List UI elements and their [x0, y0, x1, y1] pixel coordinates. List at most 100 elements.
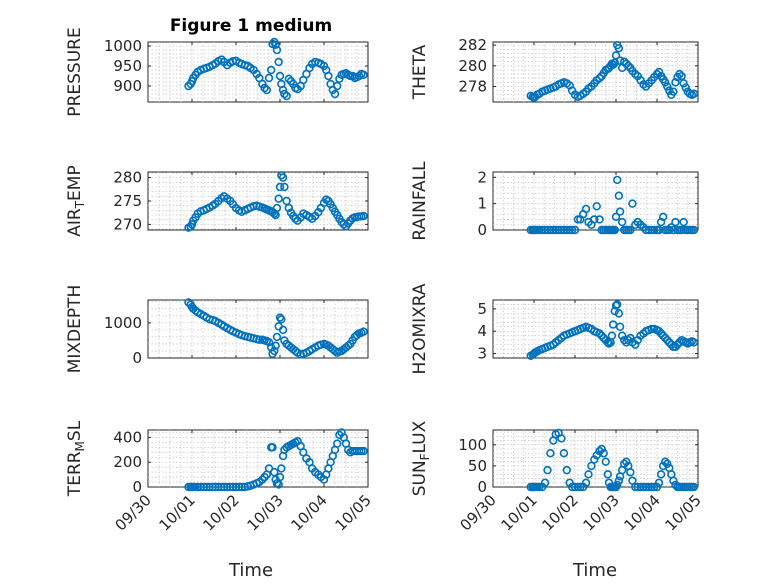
data-point [658, 212, 668, 222]
y-axis-label: PRESSURE [65, 27, 85, 116]
data-point [543, 465, 552, 475]
data-point [654, 67, 664, 77]
x-tick-label: 10/04 [288, 491, 331, 534]
data-point [319, 475, 329, 484]
data-point [187, 220, 197, 229]
data-point [628, 199, 637, 208]
data-point [359, 327, 368, 336]
y-tick-label: 200 [113, 453, 142, 471]
y-tick-label: 100 [458, 436, 487, 454]
data-point [689, 225, 699, 235]
data-point [274, 57, 283, 67]
y-tick-label: 270 [113, 215, 142, 233]
data-point [271, 341, 280, 350]
y-tick-label: 5 [477, 300, 487, 318]
data-point [619, 459, 629, 468]
data-point [665, 86, 674, 95]
data-point [663, 82, 672, 91]
data-point [562, 225, 571, 235]
data-point [226, 482, 235, 492]
data-point [597, 331, 606, 340]
y-tick-label: 278 [458, 77, 487, 95]
data-point [272, 45, 282, 55]
subplot-4: 0 1 2 RAINFALL [410, 161, 699, 241]
data-point [543, 225, 552, 235]
data-point [663, 459, 672, 468]
data-point [284, 203, 293, 213]
y-tick-label: 3 [477, 345, 487, 363]
data-point [656, 329, 666, 338]
data-point [615, 207, 625, 216]
data-point [274, 194, 283, 203]
x-axis-label-left: Time [228, 560, 273, 581]
data-point [272, 203, 282, 213]
data-point [355, 71, 364, 81]
data-point [274, 480, 283, 489]
x-axis-label-right: Time [572, 560, 617, 581]
y-axis-label: RAINFALL [410, 161, 430, 241]
data-point [275, 71, 285, 81]
y-tick-label: 280 [458, 57, 487, 75]
y-axis-label: AIRTEMP [65, 165, 87, 236]
data-point [614, 309, 624, 318]
data-point [199, 482, 209, 492]
data-point [644, 482, 653, 492]
subplot-3: 270 275 280 AIRTEMP [65, 165, 369, 237]
data-point [272, 332, 282, 342]
subplot-7: 0 200 400 TERRMSL 09/30 10/01 10/02 10/03 10/04 1… [65, 420, 375, 534]
subplot-5: 0 1000 MIXDEPTH [65, 285, 369, 373]
data-point [671, 342, 680, 352]
data-point [660, 457, 670, 466]
data-point [611, 301, 621, 310]
data-point [268, 443, 277, 452]
data-point [610, 225, 619, 235]
data-point [537, 225, 547, 235]
data-point [581, 204, 591, 214]
data-point [231, 482, 241, 492]
x-tick-label: 10/01 [156, 491, 199, 534]
subplot-8: 0 50 100 SUNFLUX 09/3010/0110/0210/0310/0410… [410, 420, 705, 534]
data-point [551, 225, 560, 235]
x-tick-label: 10/04 [621, 491, 664, 534]
data-point [277, 315, 286, 324]
y-tick-label: 4 [477, 322, 487, 340]
y-tick-label: 0 [132, 349, 142, 367]
y-tick-label: 1000 [104, 37, 142, 55]
data-point [658, 331, 668, 340]
data-point [557, 434, 566, 443]
y-tick-label: 1 [477, 195, 487, 213]
data-point [554, 225, 563, 235]
data-point [234, 482, 244, 492]
y-tick-label: 1000 [104, 314, 142, 332]
data-point [597, 444, 606, 454]
data-point [205, 482, 214, 492]
x-tick-label: 10/03 [580, 491, 623, 534]
data-point [275, 313, 285, 322]
y-tick-label: 0 [132, 478, 142, 496]
data-point [567, 482, 577, 492]
data-point [223, 482, 232, 492]
data-point [590, 215, 599, 224]
data-point [652, 69, 662, 79]
y-axis-label: H2OMIXRA [410, 283, 430, 374]
data-point [626, 333, 635, 343]
data-point [603, 338, 612, 347]
data-point [270, 467, 279, 477]
y-axis-label: THETA [410, 44, 430, 100]
data-point [562, 465, 571, 475]
data-point [208, 482, 217, 492]
data-point [613, 300, 622, 309]
data-point [359, 70, 368, 80]
y-tick-label: 275 [113, 192, 142, 210]
data-point [654, 327, 664, 336]
data-point [622, 457, 631, 466]
data-point [615, 322, 625, 331]
y-tick-label: 2 [477, 168, 487, 186]
data-point [608, 60, 618, 69]
data-point [614, 44, 624, 53]
data-point [679, 79, 688, 88]
x-tick-label: 10/01 [498, 491, 541, 534]
y-tick-label: 0 [477, 478, 487, 496]
data-point [601, 457, 610, 466]
